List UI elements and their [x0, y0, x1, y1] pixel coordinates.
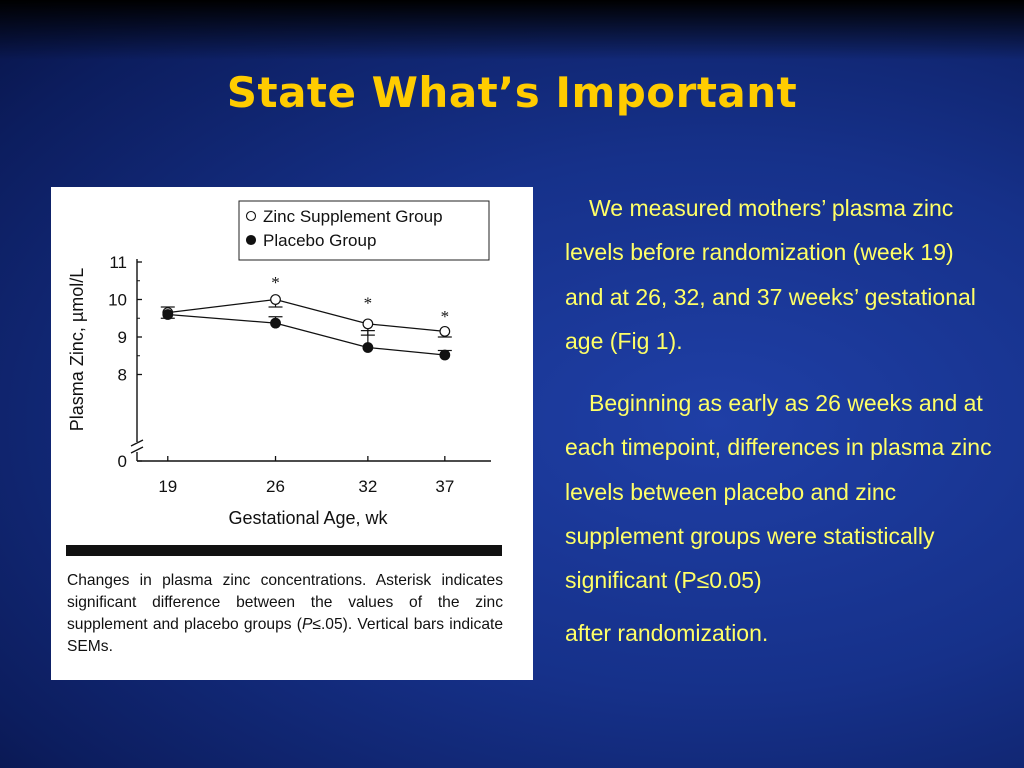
series-line-2 [167, 313, 445, 356]
paragraph-2-text: Beginning as early as 26 weeks and at ea… [565, 390, 992, 594]
x-tick-label-26: 26 [266, 477, 285, 496]
caption-part-2: ≤.05). Vertical bars indicate SEMs. [67, 616, 503, 655]
y-tick-label-0: 0 [118, 452, 127, 471]
paragraph-1-text: We measured mothers’ plasma zinc levels … [565, 195, 976, 354]
top-shade [0, 0, 1024, 60]
point-2-32 [362, 342, 374, 353]
x-tick-label-37: 37 [435, 477, 454, 496]
caption-separator [66, 545, 502, 556]
paragraph-1: We measured mothers’ plasma zinc levels … [565, 186, 995, 363]
significance-asterisk-37: * [441, 307, 450, 326]
paragraph-3: after randomization. [565, 611, 995, 655]
x-axis-label: Gestational Age, wk [228, 508, 388, 528]
point-2-19 [162, 309, 174, 320]
caption-p-symbol: P [301, 616, 313, 633]
x-tick-label-32: 32 [358, 477, 377, 496]
figure-panel: Zinc Supplement Group Placebo Group 0 8 9 10 1… [51, 187, 533, 680]
legend-box [238, 200, 490, 261]
significance-asterisk-26: * [271, 273, 280, 292]
axis-break-mark-2 [130, 446, 144, 454]
x-tick-label-19: 19 [158, 477, 177, 496]
zinc-chart: Zinc Supplement Group Placebo Group 0 8 9 10 1… [66, 200, 502, 556]
legend-label-1: Zinc Supplement Group [263, 207, 443, 226]
legend-marker-1 [245, 210, 257, 222]
slide-title: State What’s Important [226, 68, 798, 117]
point-2-37 [439, 349, 451, 361]
point-1-37 [439, 325, 451, 337]
legend-marker-2 [245, 234, 257, 246]
y-tick-label-10: 10 [108, 291, 127, 310]
caption-part-1: Changes in plasma zinc concentrations. A… [67, 572, 503, 633]
point-2-26 [270, 317, 281, 329]
legend-label-2: Placebo Group [263, 231, 376, 250]
axis-break-mark-1 [130, 439, 144, 447]
y-tick-label-11: 11 [109, 253, 127, 272]
y-tick-label-8: 8 [118, 366, 127, 385]
paragraph-2: Beginning as early as 26 weeks and at ea… [565, 381, 995, 602]
point-1-26 [270, 294, 281, 305]
series-line-1 [167, 298, 445, 333]
point-1-32 [362, 318, 374, 330]
y-tick-label-9: 9 [118, 328, 127, 347]
significance-asterisk-32: * [364, 294, 373, 313]
figure-caption: Changes in plasma zinc concentrations. A… [67, 570, 503, 658]
body-text: We measured mothers’ plasma zinc levels … [565, 186, 995, 655]
paragraph-3-text: after randomization. [565, 619, 769, 646]
y-axis-label: Plasma Zinc, µmol/L [67, 268, 87, 431]
